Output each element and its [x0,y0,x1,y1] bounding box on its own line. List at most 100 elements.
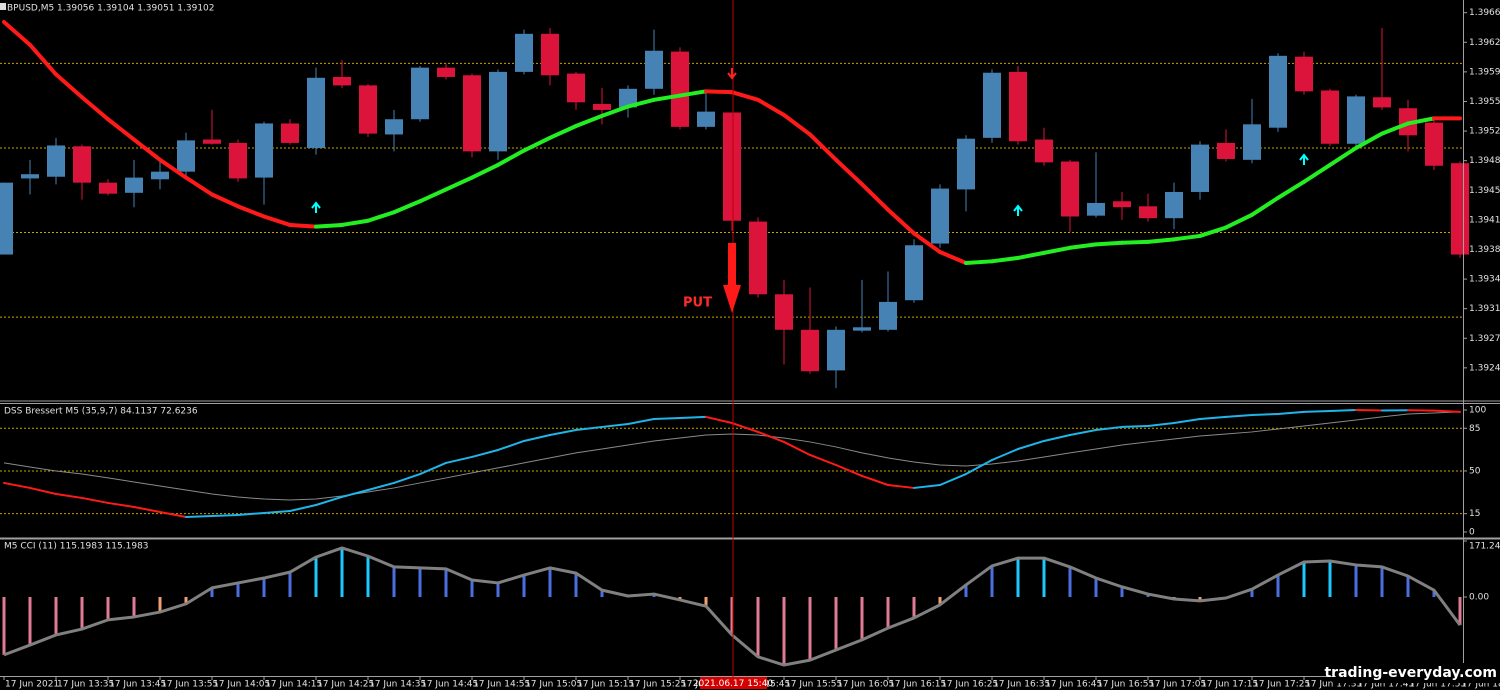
ma-segment [418,187,448,204]
ma-segment [210,192,240,209]
y-tick-label: 1.39450 [1469,186,1500,196]
ma-segment [522,135,552,153]
ma-segment [1042,245,1072,255]
dss-segment [1121,424,1149,428]
ma-segment [1120,239,1150,245]
ma-segment [1094,240,1124,247]
cci-bar [470,579,474,598]
candle-body [255,123,273,178]
cci-bar [834,597,838,650]
time-label: 17 Jun 16:25 [941,680,998,690]
candle-body [619,88,637,108]
dss-segment [809,453,837,466]
ma-segment [548,124,578,140]
dss-tick-label: 85 [1469,424,1480,434]
dss-segment [783,440,811,456]
dss-segment [523,433,551,442]
ma-segment [1068,242,1098,250]
candle-body [0,182,13,255]
dss-segment [289,504,317,512]
cci-bar [236,582,240,598]
put-label: PUT [683,296,712,311]
ma-segment [340,218,370,227]
candle-body [1321,90,1339,144]
dss-segment [731,422,759,433]
buy-arrows [311,153,1309,216]
dss-segment [1433,409,1461,413]
ma-segment [158,157,188,180]
candle-body [1373,97,1391,108]
sell-arrow [727,68,737,80]
ma-segment [1406,116,1436,126]
ma-segment [236,204,266,219]
candle-body [307,77,325,148]
ma-segment [366,210,396,223]
time-label: 17 Jun 15:15 [577,680,634,690]
cci-bar [392,566,396,598]
candle-body [411,67,429,120]
dss-segment [3,481,31,489]
dss-segment [29,486,57,496]
candle-body [47,145,65,177]
cci-bar [496,582,500,598]
candle-body [1295,56,1313,92]
y-tick-label: 1.39555 [1469,97,1500,107]
marks: 1.39660 1.39625 1.39590 1.39555 1.39520 1.394… [0,8,1500,690]
candle-body [1217,142,1235,159]
candle-body [1243,124,1261,160]
time-label: 17 Jun 16:15 [889,680,946,690]
cci-panel [2,546,1462,667]
dss-segment [1173,418,1201,425]
dss-segment [211,514,239,517]
time-label: 17 Jun 15:05 [525,680,582,690]
candle-body [723,112,741,221]
ma-segment [1172,233,1202,242]
cursor-time: 2021.06.17 15:40 [693,679,774,689]
cci-bar [1380,566,1384,598]
dss-segment [1277,410,1305,416]
dss-segment [419,461,447,476]
dss-segment [133,505,161,513]
cci-bar [522,575,526,598]
ma-segment [886,207,916,236]
dss-segment [1069,428,1097,436]
dss-segment [1043,433,1071,442]
y-tick-label: 1.39380 [1469,245,1500,255]
cci-bar [184,597,188,604]
watermark: trading-everyday.com [1324,665,1497,681]
candle-body [333,76,351,86]
ma-segment [574,113,604,129]
time-label: 17 Jun 15:25 [629,680,686,690]
chart-header: BPUSD,M5 1.39056 1.39104 1.39051 1.39102 [7,4,215,14]
dss-segment [263,509,291,514]
candle-body [1269,55,1287,128]
ma-segment [756,97,786,118]
cci-bar [730,597,734,635]
cci-bar [262,578,266,598]
cci-bar [1432,590,1436,598]
cci-bar [1328,561,1332,598]
dss-segment [705,415,733,425]
candle-body [151,171,169,180]
ma-segment [28,42,58,77]
candle-body [593,104,611,110]
candle-body [1061,161,1079,217]
dss-segment [679,415,707,420]
ma-segment [80,95,110,122]
dss-segment [1303,409,1331,413]
candle-body [1009,71,1027,142]
dss-segment [549,428,577,436]
dss-segment [1017,439,1045,451]
candle-body [1425,122,1443,166]
candle-body [879,301,897,330]
ma-segment [678,89,708,98]
candle-body [801,329,819,372]
candle-body [359,85,377,134]
cci-bar [938,597,942,605]
cci-bar [860,597,864,640]
ma-segment [938,250,968,266]
dss-segment [1225,413,1253,418]
cci-bar [210,587,214,598]
cci-bar [964,584,968,598]
